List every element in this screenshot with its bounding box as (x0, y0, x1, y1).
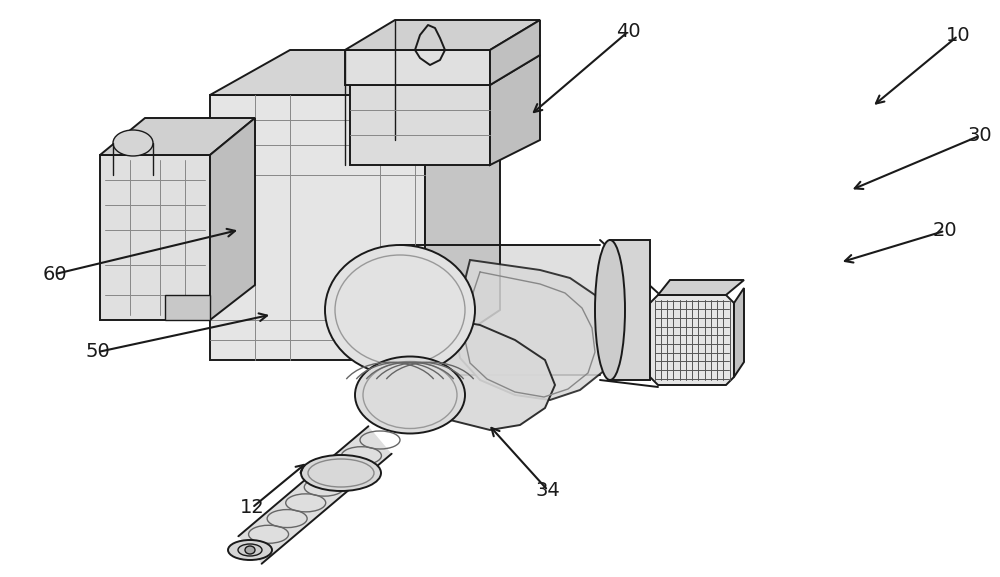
Polygon shape (650, 295, 734, 385)
Text: 10: 10 (946, 27, 970, 45)
Polygon shape (345, 50, 490, 85)
Polygon shape (100, 118, 255, 155)
Polygon shape (610, 240, 650, 380)
Ellipse shape (113, 130, 153, 156)
Ellipse shape (228, 540, 272, 560)
Polygon shape (400, 245, 600, 375)
Polygon shape (165, 295, 210, 320)
Ellipse shape (245, 546, 255, 554)
Polygon shape (350, 85, 490, 165)
Polygon shape (238, 426, 392, 564)
Text: 34: 34 (536, 481, 560, 500)
Ellipse shape (595, 240, 625, 380)
Text: 30: 30 (968, 126, 992, 145)
Text: 12: 12 (240, 499, 264, 517)
Polygon shape (345, 20, 540, 50)
Polygon shape (350, 55, 540, 85)
Ellipse shape (325, 245, 475, 375)
Polygon shape (340, 318, 555, 430)
Ellipse shape (355, 357, 465, 433)
Text: 40: 40 (616, 23, 640, 41)
Polygon shape (455, 260, 615, 400)
Text: 60: 60 (43, 265, 67, 283)
Polygon shape (658, 280, 744, 295)
Polygon shape (425, 50, 500, 360)
Ellipse shape (238, 544, 262, 556)
Text: 50: 50 (86, 343, 110, 361)
Ellipse shape (301, 455, 381, 491)
Polygon shape (100, 155, 210, 320)
Polygon shape (490, 55, 540, 165)
Polygon shape (490, 20, 540, 85)
Polygon shape (734, 288, 744, 377)
Polygon shape (210, 50, 500, 95)
Text: 20: 20 (933, 222, 957, 240)
Polygon shape (210, 118, 255, 320)
Polygon shape (210, 95, 425, 360)
